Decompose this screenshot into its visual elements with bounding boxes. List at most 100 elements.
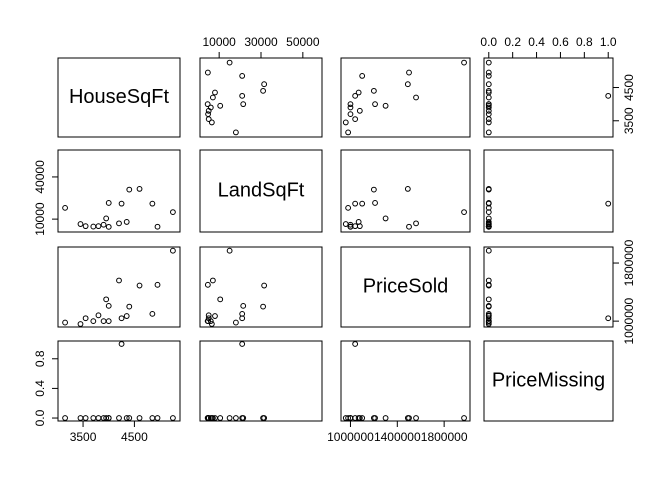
point-pricemissing-vs-housesqft-3 [103, 415, 110, 421]
point-pricemissing-vs-pricesold-3 [382, 415, 389, 421]
right-tick-label-2-0: 1000000 [622, 297, 636, 344]
point-housesqft-vs-pricemissing-13 [485, 72, 492, 79]
point-pricesold-vs-housesqft-10 [126, 303, 133, 310]
point-pricesold-vs-pricemissing-3 [485, 296, 492, 303]
point-housesqft-vs-pricesold-8 [356, 107, 363, 114]
point-landsqft-vs-housesqft-4 [100, 221, 107, 228]
point-housesqft-vs-pricemissing-10 [485, 87, 492, 94]
left-tick-label-3-1: 0.4 [33, 380, 47, 397]
diag-label-landsqft: LandSqFt [218, 179, 305, 201]
point-housesqft-vs-pricemissing-1 [485, 81, 492, 88]
point-housesqft-vs-landsqft-2 [212, 89, 218, 96]
point-housesqft-vs-landsqft-0 [226, 59, 233, 66]
point-housesqft-vs-landsqft-11 [232, 129, 239, 136]
point-pricemissing-vs-pricesold-5 [352, 415, 359, 421]
top-tick-label-3-4: 0.8 [576, 35, 593, 49]
point-pricesold-vs-landsqft-15 [239, 315, 246, 322]
point-pricesold-vs-landsqft-8 [205, 312, 212, 319]
bottom-tick-label-2-2: 1800000 [421, 430, 468, 444]
point-pricesold-vs-pricemissing-0 [485, 247, 492, 254]
point-housesqft-vs-pricesold-9 [413, 94, 419, 101]
point-pricemissing-vs-housesqft-1 [136, 415, 143, 421]
point-housesqft-vs-pricesold-11 [345, 129, 352, 136]
point-pricemissing-vs-housesqft-13 [149, 415, 156, 421]
point-landsqft-vs-housesqft-13 [149, 200, 156, 207]
point-housesqft-vs-pricesold-2 [355, 89, 362, 96]
point-housesqft-vs-pricemissing-15 [605, 92, 612, 99]
point-housesqft-vs-landsqft-1 [261, 81, 268, 88]
panel-pricesold-vs-pricesold [340, 246, 471, 328]
point-pricemissing-vs-pricesold-8 [356, 415, 363, 421]
panel-landsqft-vs-landsqft [199, 149, 323, 233]
point-landsqft-vs-pricesold-15 [352, 200, 359, 207]
panel-pricemissing-vs-landsqft [199, 340, 323, 422]
point-pricesold-vs-pricemissing-14 [485, 302, 492, 309]
point-pricemissing-vs-housesqft-0 [170, 415, 176, 421]
point-landsqft-vs-pricesold-5 [352, 223, 359, 230]
point-landsqft-vs-pricesold-10 [370, 186, 377, 193]
point-landsqft-vs-housesqft-3 [103, 215, 110, 222]
panel-housesqft-vs-pricesold [340, 57, 471, 138]
point-landsqft-vs-housesqft-1 [136, 185, 143, 192]
point-landsqft-vs-housesqft-8 [95, 223, 102, 230]
point-housesqft-vs-landsqft-14 [240, 101, 247, 108]
point-pricesold-vs-housesqft-9 [116, 277, 122, 284]
diag-label-pricemissing: PriceMissing [492, 369, 605, 391]
left-tick-label-3-0: 0.0 [33, 409, 47, 426]
point-pricemissing-vs-housesqft-7 [77, 415, 84, 421]
point-pricemissing-vs-housesqft-5 [82, 415, 89, 421]
top-tick-label-3-1: 0.2 [504, 35, 521, 49]
point-pricemissing-vs-housesqft-8 [95, 415, 102, 421]
right-tick-label-0-1: 4500 [622, 74, 636, 101]
point-landsqft-vs-housesqft-16 [105, 223, 112, 230]
top-tick-label-3-3: 0.6 [552, 35, 569, 49]
point-pricemissing-vs-pricesold-16 [347, 415, 354, 421]
panel-pricesold-vs-housesqft [57, 246, 181, 328]
diag-label-pricesold: PriceSold [363, 275, 449, 297]
diag-label-housesqft: HouseSqFt [69, 86, 169, 108]
panel-pricemissing-vs-pricesold [340, 340, 471, 422]
top-tick-label-3-5: 1.0 [600, 35, 617, 49]
point-landsqft-vs-pricesold-9 [413, 220, 419, 227]
point-housesqft-vs-landsqft-10 [260, 87, 266, 94]
point-housesqft-vs-pricemissing-11 [485, 129, 492, 136]
point-pricesold-vs-landsqft-0 [226, 247, 233, 254]
point-landsqft-vs-housesqft-14 [105, 200, 112, 206]
point-pricemissing-vs-pricesold-9 [413, 415, 419, 421]
point-pricesold-vs-housesqft-11 [62, 319, 68, 326]
point-pricemissing-vs-landsqft-14 [240, 415, 247, 421]
point-pricesold-vs-pricemissing-16 [485, 318, 492, 325]
right-tick-label-0-0: 3500 [622, 107, 636, 134]
point-landsqft-vs-housesqft-11 [62, 204, 68, 211]
panel-housesqft-vs-pricemissing [483, 57, 614, 138]
panel-housesqft-vs-landsqft [199, 57, 323, 138]
point-pricemissing-vs-housesqft-11 [62, 415, 68, 421]
point-pricemissing-vs-pricesold-13 [359, 415, 366, 421]
point-pricemissing-vs-housesqft-10 [126, 415, 133, 421]
point-landsqft-vs-pricesold-13 [359, 200, 366, 207]
point-pricesold-vs-landsqft-11 [232, 319, 239, 326]
point-landsqft-vs-housesqft-7 [77, 221, 84, 227]
point-pricemissing-vs-pricesold-15 [352, 341, 359, 347]
point-housesqft-vs-pricesold-13 [359, 72, 366, 79]
point-landsqft-vs-pricesold-3 [382, 215, 389, 222]
point-housesqft-vs-landsqft-13 [239, 72, 246, 79]
point-pricemissing-vs-pricesold-12 [406, 415, 412, 421]
point-landsqft-vs-pricemissing-14 [485, 200, 492, 206]
point-pricesold-vs-landsqft-14 [240, 302, 247, 309]
point-housesqft-vs-pricesold-7 [342, 119, 349, 126]
point-housesqft-vs-landsqft-16 [204, 101, 211, 108]
point-landsqft-vs-pricemissing-16 [485, 223, 492, 230]
point-housesqft-vs-landsqft-15 [239, 92, 246, 99]
point-pricesold-vs-landsqft-12 [204, 281, 211, 288]
point-pricemissing-vs-landsqft-15 [239, 341, 246, 347]
left-tick-label-3-2: 0.8 [33, 350, 47, 367]
point-housesqft-vs-pricemissing-8 [485, 107, 492, 114]
point-housesqft-vs-pricesold-1 [404, 81, 411, 88]
panel-pricesold-vs-pricemissing [483, 246, 614, 328]
point-pricesold-vs-housesqft-0 [170, 247, 176, 254]
point-landsqft-vs-housesqft-9 [116, 220, 122, 227]
point-landsqft-vs-pricesold-12 [406, 223, 412, 230]
point-housesqft-vs-pricesold-16 [347, 101, 354, 108]
